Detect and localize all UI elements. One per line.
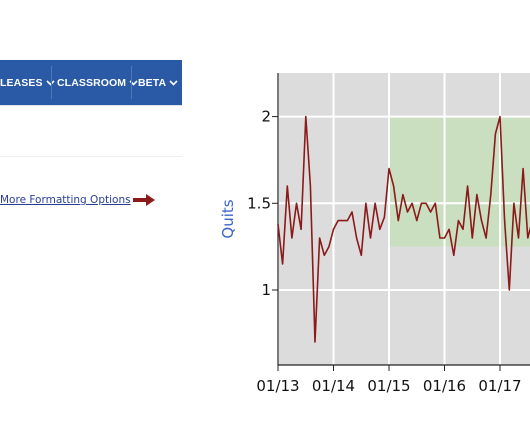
nav-item-label: CLASSROOM [57, 76, 127, 89]
nav-item-label: BETA [138, 76, 167, 89]
y-tick-label: 2 [261, 108, 271, 126]
y-axis-label: Quits [219, 199, 237, 238]
top-navigation-bar: LEASES CLASSROOM BETA [0, 60, 182, 105]
x-tick-label: 01/15 [367, 377, 410, 395]
shaded-band [389, 116, 530, 247]
y-tick-label: 1.5 [247, 194, 271, 212]
x-tick-label: 01/16 [423, 377, 466, 395]
x-tick-label: 01/14 [312, 377, 355, 395]
x-tick-label: 01/17 [478, 377, 521, 395]
chevron-down-icon [169, 79, 178, 86]
more-formatting-options-link[interactable]: More Formatting Options [0, 194, 131, 206]
nav-divider [51, 66, 52, 99]
nav-item-beta[interactable]: BETA [138, 60, 178, 105]
chevron-down-icon [46, 79, 55, 86]
quits-series-line [277, 115, 530, 343]
nav-item-label: LEASES [0, 76, 43, 89]
right-arrow-icon [133, 194, 155, 206]
nav-item-leases[interactable]: LEASES [0, 60, 55, 105]
x-tick-label: 01/13 [256, 377, 299, 395]
divider [0, 156, 182, 157]
divider [0, 105, 182, 106]
y-tick-label: 1 [261, 281, 271, 299]
nav-divider [131, 66, 132, 99]
